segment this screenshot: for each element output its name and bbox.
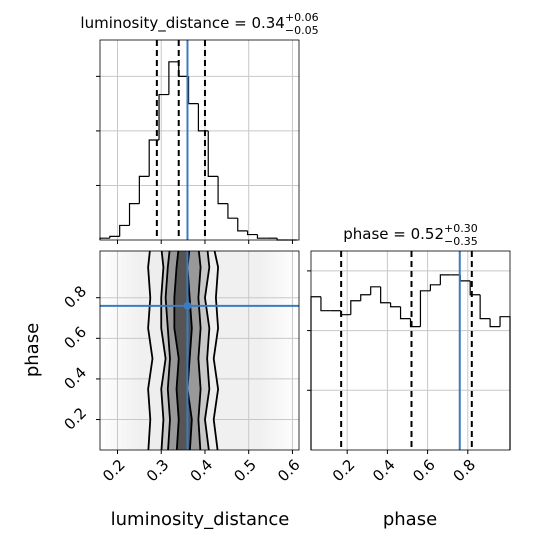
hist-step	[207, 130, 219, 177]
y-tick-label: 0.8	[60, 282, 90, 312]
x-tick-label: 0.4	[187, 456, 217, 486]
x-tick-label: 0.3	[143, 456, 173, 486]
title-lower: −0.35	[444, 235, 478, 248]
hist-step	[370, 286, 381, 295]
hist-step	[419, 290, 431, 327]
x-axis-label: phase	[383, 509, 437, 530]
hist-step	[227, 203, 238, 219]
hist-step	[128, 203, 140, 226]
x-tick-label: 0.4	[369, 456, 399, 486]
title-upper: +0.30	[444, 222, 478, 235]
hist-step	[119, 224, 130, 237]
title-main: phase = 0.52	[343, 225, 444, 243]
x-tick-label: 0.6	[274, 456, 304, 486]
hist-step	[499, 316, 511, 450]
panel-title: phase = 0.52+0.30	[343, 222, 478, 243]
y-tick-label: 0.6	[60, 323, 90, 353]
x-tick-label: 0.2	[329, 456, 359, 486]
x-axis-label: luminosity_distance	[111, 509, 290, 530]
panel-title: luminosity_distance = 0.34+0.06	[80, 11, 318, 33]
hist-step	[217, 176, 228, 205]
hist-step	[187, 76, 199, 105]
truth-point	[183, 301, 192, 310]
hist-step	[459, 274, 471, 282]
hist-step	[197, 103, 209, 132]
x-tick-label: 0.8	[449, 456, 479, 486]
hist-step	[320, 296, 331, 312]
hist-step	[350, 300, 361, 315]
title-main: luminosity_distance = 0.34	[80, 14, 284, 33]
hist-step	[168, 61, 179, 95]
panel-frame	[99, 250, 300, 451]
hist-step	[340, 310, 351, 316]
y-tick-label: 0.4	[60, 363, 90, 393]
hist-step	[429, 284, 441, 291]
y-axis-label: phase	[22, 323, 43, 377]
hist-step	[479, 294, 491, 320]
hist-step	[178, 61, 189, 77]
density-panel	[100, 251, 299, 450]
hist-step	[489, 318, 501, 328]
hist-step	[310, 296, 321, 450]
hist-step	[469, 280, 481, 296]
hist-step	[138, 175, 150, 204]
hist-step	[109, 235, 120, 239]
x-tick-label: 0.5	[230, 456, 260, 486]
hist-step	[247, 230, 258, 236]
panel-frame	[310, 250, 511, 451]
hist-step	[158, 93, 169, 140]
hist-step	[409, 318, 421, 328]
x-tick-label: 0.6	[409, 456, 439, 486]
title-upper: +0.06	[285, 11, 319, 24]
y-tick-label: 0.2	[60, 404, 90, 434]
hist-step	[148, 139, 160, 177]
hist-step	[360, 294, 371, 301]
hist-step	[399, 306, 411, 320]
hist-step	[237, 218, 248, 232]
hist-step	[390, 302, 401, 308]
x-tick-label: 0.2	[99, 456, 129, 486]
hist-step	[439, 274, 451, 285]
panel-frame	[99, 39, 300, 241]
hist-step	[256, 234, 268, 239]
hist-step	[380, 286, 391, 304]
title-lower: −0.05	[285, 24, 319, 37]
